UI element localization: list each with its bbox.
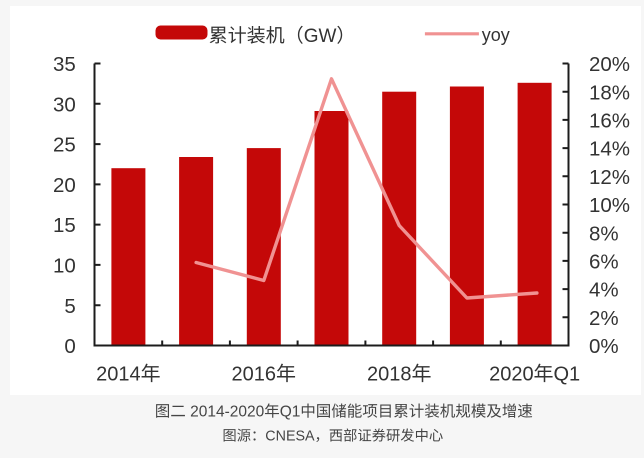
svg-text:2020: 2020 [489, 364, 533, 386]
svg-text:18%: 18% [589, 81, 630, 104]
svg-text:2014-2020: 2014-2020 [190, 404, 265, 421]
svg-text:10: 10 [53, 255, 76, 278]
svg-text:GW: GW [304, 26, 337, 47]
svg-text:4%: 4% [589, 279, 619, 302]
svg-text:12%: 12% [589, 166, 630, 189]
svg-text:2014: 2014 [96, 364, 141, 386]
svg-text:Q1: Q1 [554, 364, 581, 386]
svg-text:30: 30 [53, 93, 76, 116]
svg-text:Q1: Q1 [280, 404, 301, 421]
svg-text:14%: 14% [589, 138, 630, 161]
svg-text:6%: 6% [589, 251, 619, 274]
svg-text:10%: 10% [589, 194, 630, 217]
svg-text:2016: 2016 [232, 364, 277, 386]
svg-text:8%: 8% [589, 222, 619, 245]
svg-text:20%: 20% [589, 53, 630, 76]
svg-text:0: 0 [64, 335, 75, 358]
svg-text:5: 5 [64, 295, 75, 318]
svg-text:20: 20 [53, 174, 76, 197]
svg-text:0%: 0% [589, 335, 619, 358]
svg-text:yoy: yoy [482, 25, 510, 45]
svg-text:2018: 2018 [367, 364, 412, 386]
svg-text:CNESA: CNESA [265, 429, 315, 445]
svg-text:35: 35 [53, 53, 76, 76]
svg-text:2%: 2% [589, 307, 619, 330]
svg-text:25: 25 [53, 134, 76, 157]
svg-text:15: 15 [53, 214, 76, 237]
svg-text:16%: 16% [589, 110, 630, 133]
